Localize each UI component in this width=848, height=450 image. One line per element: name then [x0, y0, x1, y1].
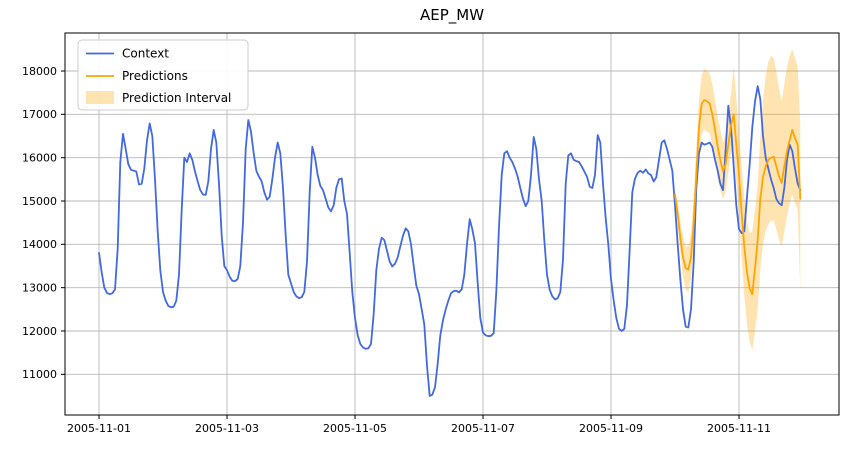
prediction-interval-band: [675, 49, 801, 351]
tick-marks: [61, 70, 740, 419]
chart-title: AEP_MW: [420, 6, 484, 25]
x-tick-label: 2005-11-09: [579, 422, 643, 435]
legend-context-label: Context: [122, 47, 169, 61]
series-lines: [98, 85, 802, 397]
x-tick-label: 2005-11-07: [451, 422, 515, 435]
y-tick-labels: 11000 12000 13000 14000 15000 16000 17000 18000: [22, 65, 57, 381]
x-tick-label: 2005-11-05: [323, 422, 387, 435]
y-tick-label: 16000: [22, 151, 57, 164]
legend: Context Predictions Prediction Interval: [77, 39, 249, 111]
context-line: [98, 85, 802, 397]
y-tick-label: 18000: [22, 65, 57, 78]
x-tick-label: 2005-11-11: [707, 422, 771, 435]
plot-border: [64, 32, 840, 416]
legend-box: [77, 39, 249, 111]
x-tick-labels: 2005-11-01 2005-11-03 2005-11-05 2005-11-07…: [67, 422, 771, 435]
y-tick-label: 15000: [22, 195, 57, 208]
x-tick-label: 2005-11-03: [195, 422, 259, 435]
prediction-interval-area: [675, 49, 801, 351]
y-tick-label: 14000: [22, 238, 57, 251]
legend-predictions-label: Predictions: [122, 69, 188, 83]
y-tick-label: 13000: [22, 281, 57, 294]
legend-interval-patch-swatch: [86, 91, 114, 104]
y-tick-label: 12000: [22, 325, 57, 338]
y-tick-label: 17000: [22, 108, 57, 121]
x-tick-label: 2005-11-01: [67, 422, 131, 435]
predictions-line: [674, 99, 802, 296]
legend-interval-label: Prediction Interval: [122, 91, 231, 105]
y-tick-label: 11000: [22, 368, 57, 381]
